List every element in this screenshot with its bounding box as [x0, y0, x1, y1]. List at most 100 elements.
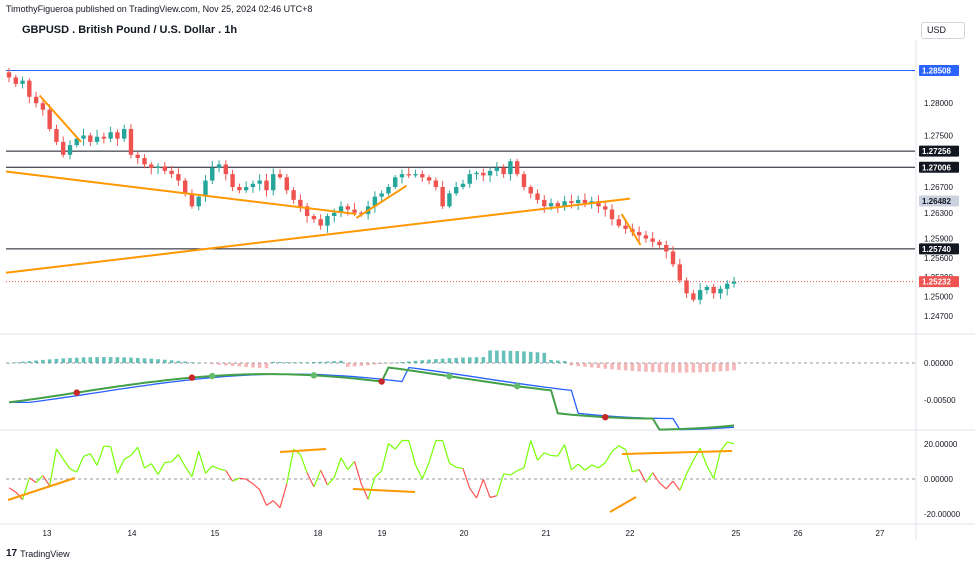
x-tick-label: 25 — [732, 529, 741, 538]
candle-body — [108, 132, 113, 139]
oscillator-segment — [408, 440, 417, 466]
candle-body — [535, 193, 540, 200]
histogram-bar — [345, 363, 350, 367]
oscillator-segment — [35, 475, 44, 484]
candle-body — [237, 187, 242, 191]
candle-body — [447, 193, 452, 207]
candle-body — [20, 80, 25, 84]
histogram-bar — [224, 363, 228, 366]
histogram-bar — [203, 363, 208, 364]
oscillator-segment — [367, 476, 376, 500]
candle-body — [155, 166, 161, 168]
histogram-bar — [27, 361, 32, 363]
x-tick-label: 14 — [128, 529, 137, 538]
histogram-bar — [379, 363, 384, 365]
oscillator-segment — [225, 470, 234, 482]
footer-logo: 17 TradingView — [6, 548, 70, 559]
oscillator-segment — [69, 468, 78, 473]
histogram-bar — [386, 363, 391, 364]
candle-body — [718, 288, 723, 294]
histogram-bar — [617, 363, 621, 370]
oscillator-segment — [205, 465, 213, 474]
candle-body — [467, 174, 472, 184]
histogram-bar — [183, 361, 187, 363]
oscillator-segment — [645, 472, 654, 483]
oscillator-segment — [123, 454, 132, 460]
histogram-bar — [135, 357, 140, 363]
candle-body — [616, 219, 622, 226]
oscillator-segment — [672, 480, 681, 491]
histogram-bar — [41, 359, 45, 363]
histogram-bar — [630, 363, 635, 371]
oscillator-segment — [116, 459, 125, 474]
price-label-text: 1.27256 — [922, 147, 951, 156]
trend-line — [5, 170, 357, 216]
cross-marker-red — [378, 378, 385, 385]
oscillator-segment — [523, 440, 532, 469]
candle-body — [521, 174, 527, 187]
histogram-bar — [501, 350, 506, 363]
candle-body — [203, 180, 208, 197]
oscillator-segment — [212, 465, 220, 470]
histogram-bar — [115, 357, 120, 363]
histogram-bar — [74, 357, 79, 363]
footer-brand: TradingView — [20, 548, 70, 559]
oscillator-segment — [150, 463, 159, 475]
oscillator-segment — [692, 447, 701, 461]
histogram-bar — [515, 351, 519, 363]
histogram-bar — [569, 363, 574, 366]
histogram-bar — [285, 362, 289, 363]
oscillator-segment — [164, 461, 172, 464]
histogram-bar — [454, 357, 458, 363]
oscillator-segment — [557, 444, 566, 457]
y-tick-label: 1.24700 — [924, 312, 953, 321]
histogram-bar — [671, 363, 675, 373]
divergence-line — [352, 488, 416, 493]
candle-body — [88, 135, 93, 142]
oscillator-segment — [320, 470, 329, 486]
histogram-bar — [393, 362, 398, 364]
candle-body — [284, 177, 290, 191]
oscillator-segment — [259, 489, 268, 506]
candle-body — [135, 154, 140, 158]
histogram-bar — [352, 363, 357, 367]
candle-body — [555, 203, 561, 207]
candle-body — [636, 232, 642, 236]
oscillator-segment — [89, 453, 98, 466]
cross-marker-green — [446, 373, 453, 380]
candle-body — [440, 187, 445, 207]
histogram-bar — [535, 352, 540, 363]
histogram-bar — [156, 359, 160, 363]
x-tick-label: 15 — [211, 529, 220, 538]
candle-body — [501, 167, 506, 175]
histogram-bar — [196, 362, 201, 364]
histogram-bar — [217, 363, 221, 365]
trend-line — [5, 197, 631, 274]
currency-button[interactable]: USD — [921, 22, 965, 39]
price-label-text: 1.26482 — [922, 197, 951, 206]
candle-body — [542, 199, 547, 207]
histogram-bar — [61, 358, 66, 363]
candle-body — [311, 216, 317, 220]
price-label-box — [919, 276, 959, 288]
x-tick-label: 26 — [794, 529, 803, 538]
y-tick-label: 0.00000 — [924, 359, 953, 368]
oscillator-segment — [659, 482, 667, 490]
oscillator-segment — [360, 483, 369, 500]
oscillator-segment — [42, 475, 51, 487]
histogram-bar — [562, 361, 567, 363]
trend-line — [38, 94, 82, 143]
candle-body — [162, 166, 168, 171]
histogram-bar — [325, 361, 330, 363]
oscillator-segment — [516, 467, 525, 472]
publisher-info: TimothyFigueroa published on TradingView… — [6, 4, 313, 14]
candle-body — [711, 286, 716, 294]
candle-body — [603, 206, 608, 210]
oscillator-segment — [28, 477, 37, 484]
histogram-bar — [413, 360, 418, 363]
candle-body — [67, 145, 73, 155]
histogram-bar — [190, 362, 194, 363]
candle-body — [230, 174, 235, 187]
candle-body — [393, 177, 398, 187]
